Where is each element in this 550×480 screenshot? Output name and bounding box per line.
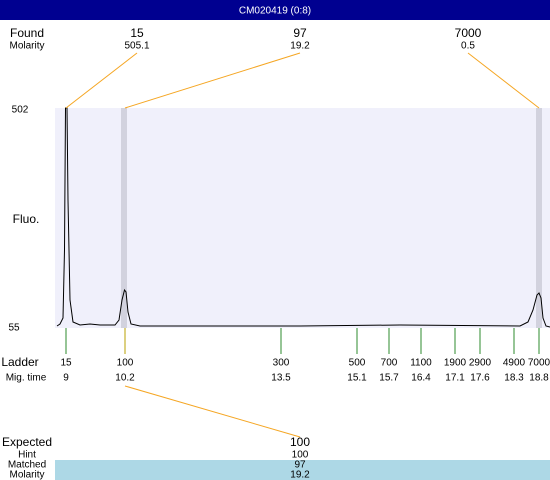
expected-value: 100 xyxy=(290,435,310,449)
y-top-label: 502 xyxy=(12,105,29,116)
plot-area xyxy=(55,108,550,328)
y-bottom-label: 55 xyxy=(8,323,20,334)
ladder-size: 15 xyxy=(60,358,72,369)
ladder-time: 10.2 xyxy=(115,373,135,384)
ladder-time: 16.4 xyxy=(411,373,431,384)
found-size: 7000 xyxy=(455,26,482,40)
link-line xyxy=(124,385,301,438)
ladder-size: 500 xyxy=(349,358,366,369)
ladder-size: 1900 xyxy=(444,358,467,369)
ladder-time: 15.7 xyxy=(379,373,399,384)
found-label: Found xyxy=(10,26,44,40)
expected-label: Expected xyxy=(2,435,52,449)
ladder-time: 13.5 xyxy=(271,373,291,384)
peak-link xyxy=(467,52,540,109)
matched-highlight xyxy=(55,460,550,480)
header-bar xyxy=(0,0,550,20)
ladder-sublabel: Mig. time xyxy=(6,373,47,384)
ladder-label: Ladder xyxy=(1,355,38,369)
ladder-time: 18.3 xyxy=(504,373,524,384)
ladder-time: 17.6 xyxy=(470,373,490,384)
expected-row-value: 97 xyxy=(294,460,306,471)
ladder-time: 15.1 xyxy=(347,373,367,384)
peak-band xyxy=(121,108,127,328)
expected-row-value: 100 xyxy=(292,450,309,461)
found-size: 97 xyxy=(293,26,307,40)
ladder-size: 100 xyxy=(117,358,134,369)
peak-band xyxy=(536,108,542,328)
ladder-time: 18.8 xyxy=(529,373,549,384)
trace xyxy=(56,107,550,328)
expected-row-label: Molarity xyxy=(9,470,44,480)
ladder-size: 1100 xyxy=(410,358,432,369)
found-molarity: 505.1 xyxy=(124,41,149,52)
found-size: 15 xyxy=(130,26,144,40)
ladder-time: 9 xyxy=(63,373,69,384)
ladder-size: 7000 xyxy=(528,358,550,369)
peak-link xyxy=(65,52,138,109)
ladder-size: 300 xyxy=(273,358,290,369)
peak-link xyxy=(124,52,301,109)
expected-row-label: Matched xyxy=(8,460,46,471)
header-title: CM020419 (0:8) xyxy=(239,6,311,17)
ladder-time: 17.1 xyxy=(445,373,465,384)
found-molarity: 19.2 xyxy=(290,41,310,52)
expected-row-label: Hint xyxy=(18,450,36,461)
expected-row-value: 19.2 xyxy=(290,470,310,480)
found-molarity: 0.5 xyxy=(461,41,475,52)
ladder-size: 4900 xyxy=(503,358,526,369)
ladder-size: 700 xyxy=(381,358,398,369)
found-sublabel: Molarity xyxy=(9,41,44,52)
y-axis-label: Fluo. xyxy=(13,212,40,226)
ladder-size: 2900 xyxy=(469,358,492,369)
